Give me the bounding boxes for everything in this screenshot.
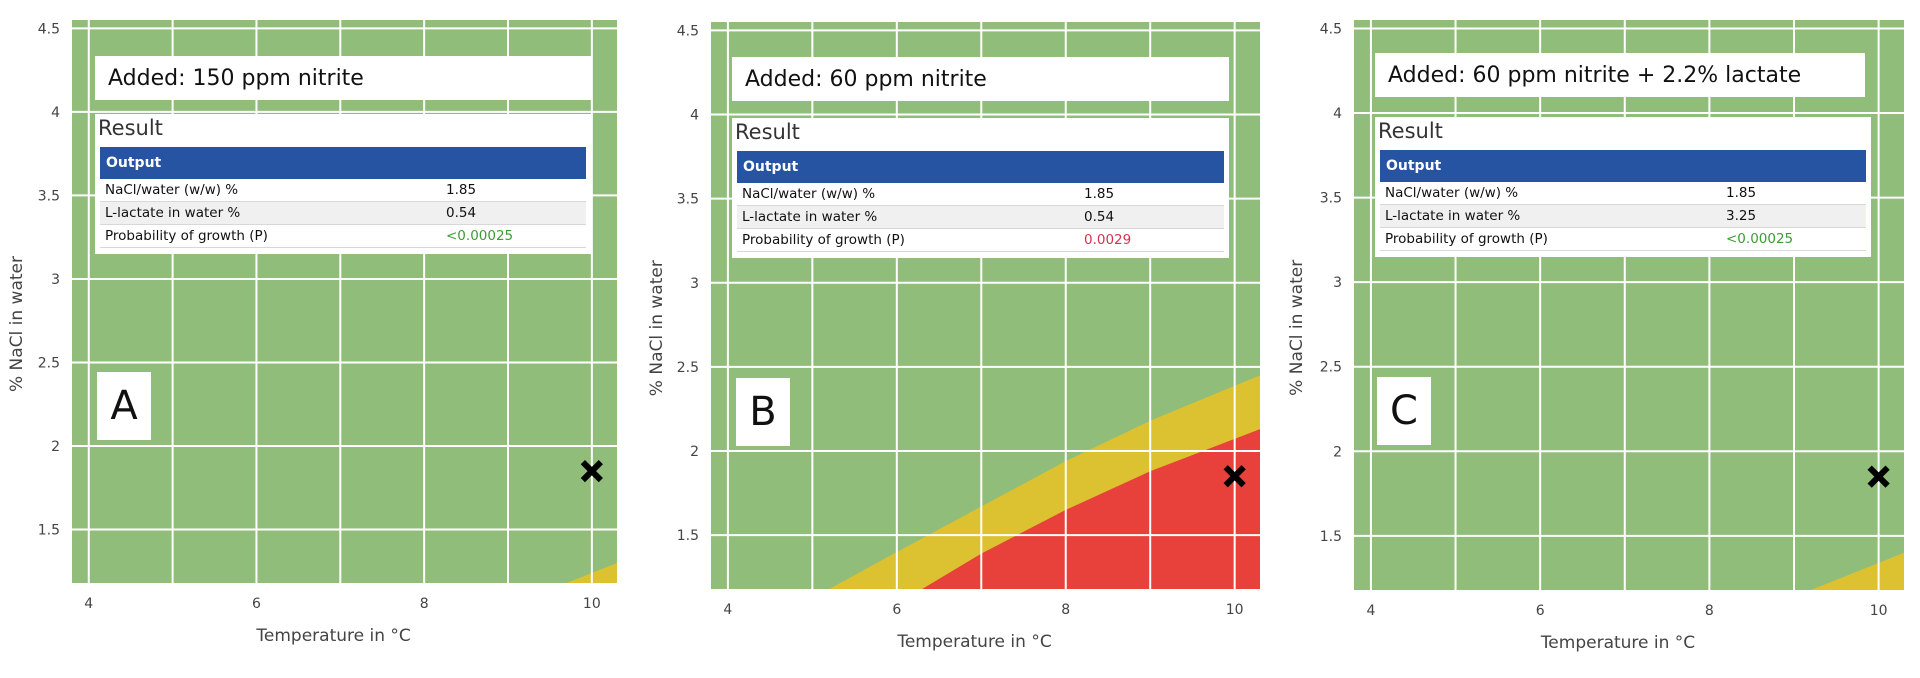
row-label-lactate: L-lactate in water % [100, 201, 441, 225]
output-table: NaCl/water (w/w) % 1.85 L-lactate in wat… [1380, 182, 1866, 251]
x-tick-label: 6 [1536, 603, 1545, 619]
row-label-probability: Probability of growth (P) [1380, 227, 1721, 251]
table-row: L-lactate in water % 3.25 [1380, 204, 1866, 228]
value-nacl: 1.85 [441, 179, 586, 202]
x-tick-label: 8 [1061, 602, 1070, 618]
x-marker-icon [580, 459, 603, 483]
y-tick-label: 3.5 [1320, 191, 1342, 207]
result-title: Result [1378, 119, 1443, 143]
y-tick-label: 4 [1333, 106, 1342, 122]
x-tick-label: 10 [583, 596, 601, 612]
chart-svg-b: 4 6 8 10 1.5 2 2.5 3 3.5 4 4.5 Temperature in °C % N… [647, 22, 1260, 652]
x-tick-label: 10 [1226, 602, 1244, 618]
y-tick-label: 3 [1333, 275, 1342, 291]
value-nacl: 1.85 [1079, 183, 1224, 206]
result-title: Result [98, 116, 163, 140]
plot-background-safe-zone [1354, 20, 1904, 590]
x-tick-label: 4 [84, 596, 93, 612]
x-tick-label: 4 [723, 602, 732, 618]
x-tick-label: 10 [1870, 603, 1888, 619]
table-row: NaCl/water (w/w) % 1.85 [737, 183, 1224, 206]
result-table-c: Result Output NaCl/water (w/w) % 1.85 L-… [1375, 117, 1871, 257]
y-tick-label: 1.5 [1320, 529, 1342, 545]
x-axis-title: Temperature in °C [896, 632, 1051, 652]
chart-svg-c: 4 6 8 10 1.5 2 2.5 3 3.5 4 4.5 Temperature in °C % N… [1287, 20, 1904, 653]
panel-letter-a: A [97, 372, 151, 440]
y-tick-label: 3.5 [677, 192, 699, 208]
table-row: Probability of growth (P) 0.0029 [737, 228, 1224, 252]
table-row: NaCl/water (w/w) % 1.85 [100, 179, 586, 202]
y-axis-title: % NaCl in water [7, 256, 27, 392]
y-tick-label: 1.5 [38, 523, 60, 539]
row-label-probability: Probability of growth (P) [737, 228, 1079, 252]
value-lactate: 3.25 [1721, 204, 1866, 228]
value-lactate: 0.54 [1079, 205, 1224, 229]
output-header: Output [1380, 150, 1866, 182]
output-table: NaCl/water (w/w) % 1.85 L-lactate in wat… [100, 179, 586, 248]
table-row: NaCl/water (w/w) % 1.85 [1380, 182, 1866, 205]
value-lactate: 0.54 [441, 201, 586, 225]
result-table-a: Result Output NaCl/water (w/w) % 1.85 L-… [95, 114, 591, 254]
row-label-nacl: NaCl/water (w/w) % [1380, 182, 1721, 205]
x-marker-icon [1223, 465, 1246, 488]
output-header: Output [737, 151, 1224, 183]
panel-letter-c: C [1377, 377, 1431, 445]
y-tick-label: 3 [51, 272, 60, 288]
x-tick-label: 4 [1366, 603, 1375, 619]
y-tick-label: 2 [1333, 444, 1342, 460]
x-tick-label: 6 [892, 602, 901, 618]
panel-caption-b: Added: 60 ppm nitrite [732, 57, 1229, 101]
row-label-lactate: L-lactate in water % [737, 205, 1079, 229]
growth-zone-region [922, 429, 1260, 589]
x-tick-label: 6 [252, 596, 261, 612]
y-axis-title: % NaCl in water [1287, 260, 1307, 396]
value-probability: <0.00025 [1721, 227, 1866, 251]
x-axis-title: Temperature in °C [255, 626, 410, 646]
panel-caption-c: Added: 60 ppm nitrite + 2.2% lactate [1375, 53, 1865, 97]
x-tick-label: 8 [1705, 603, 1714, 619]
y-tick-label: 2.5 [38, 355, 60, 371]
value-probability: <0.00025 [441, 224, 586, 248]
x-marker-icon [1867, 465, 1890, 488]
panel-caption-a: Added: 150 ppm nitrite [95, 56, 591, 100]
chart-svg-a: 4 6 8 10 1.5 2 2.5 3 3.5 4 4.5 Temperature in °C % N… [7, 20, 617, 646]
y-tick-label: 2.5 [677, 360, 699, 376]
x-tick-label: 8 [420, 596, 429, 612]
y-tick-label: 2 [51, 439, 60, 455]
x-axis-title: Temperature in °C [1540, 633, 1695, 653]
output-table: NaCl/water (w/w) % 1.85 L-lactate in wat… [737, 183, 1224, 252]
chart-panel-a: 4 6 8 10 1.5 2 2.5 3 3.5 4 4.5 Temperature in °C % N… [0, 0, 640, 678]
y-tick-label: 4.5 [677, 23, 699, 39]
y-tick-label: 2 [690, 444, 699, 460]
result-title: Result [735, 120, 800, 144]
row-label-nacl: NaCl/water (w/w) % [100, 179, 441, 202]
value-nacl: 1.85 [1721, 182, 1866, 205]
row-label-nacl: NaCl/water (w/w) % [737, 183, 1079, 206]
plot-background-safe-zone [72, 20, 617, 583]
y-tick-label: 4 [51, 105, 60, 121]
output-header: Output [100, 147, 586, 179]
y-tick-label: 4 [690, 108, 699, 124]
y-tick-label: 3.5 [38, 188, 60, 204]
value-probability: 0.0029 [1079, 228, 1224, 252]
table-row: L-lactate in water % 0.54 [737, 205, 1224, 229]
y-tick-label: 4.5 [1320, 21, 1342, 37]
table-row: Probability of growth (P) <0.00025 [1380, 227, 1866, 251]
result-table-b: Result Output NaCl/water (w/w) % 1.85 L-… [732, 118, 1229, 258]
chart-panel-c: 4 6 8 10 1.5 2 2.5 3 3.5 4 4.5 Temperature in °C % N… [1280, 0, 1920, 678]
y-tick-label: 3 [690, 276, 699, 292]
y-tick-label: 2.5 [1320, 360, 1342, 376]
y-tick-label: 1.5 [677, 528, 699, 544]
table-row: Probability of growth (P) <0.00025 [100, 224, 586, 248]
panel-letter-b: B [736, 378, 790, 446]
y-axis-title: % NaCl in water [647, 260, 667, 396]
row-label-probability: Probability of growth (P) [100, 224, 441, 248]
row-label-lactate: L-lactate in water % [1380, 204, 1721, 228]
table-row: L-lactate in water % 0.54 [100, 201, 586, 225]
chart-panel-b: 4 6 8 10 1.5 2 2.5 3 3.5 4 4.5 Temperature in °C % N… [640, 0, 1280, 678]
y-tick-label: 4.5 [38, 21, 60, 37]
